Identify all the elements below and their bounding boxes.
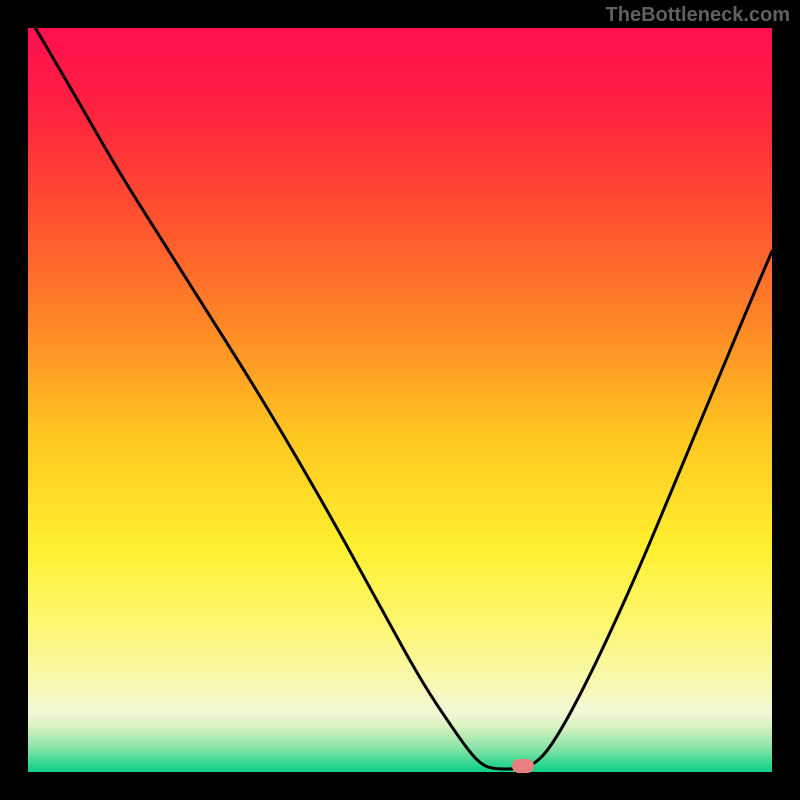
chart-container: TheBottleneck.com [0, 0, 800, 800]
bottleneck-curve-svg [28, 28, 772, 772]
bottleneck-curve [35, 28, 772, 769]
watermark-text: TheBottleneck.com [606, 4, 790, 27]
plot-area [28, 28, 772, 772]
optimal-point-marker [512, 759, 534, 773]
